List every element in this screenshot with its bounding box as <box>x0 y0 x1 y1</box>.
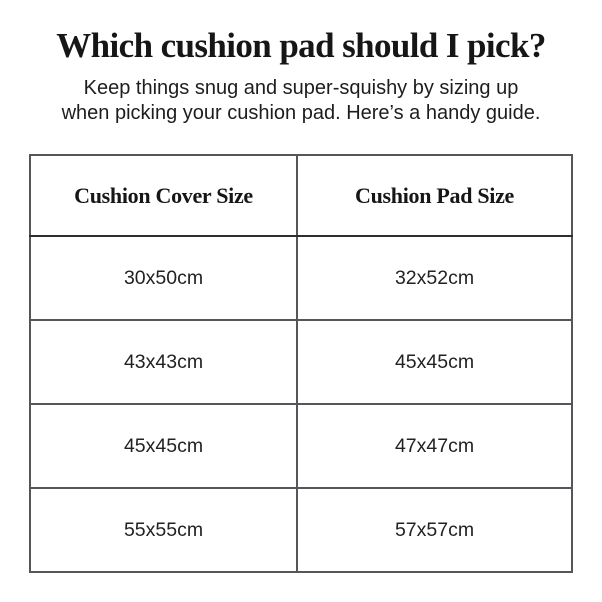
table-row: 55x55cm 57x57cm <box>29 487 573 573</box>
pad-size-cell: 47x47cm <box>296 403 573 489</box>
page-title: Which cushion pad should I pick? <box>56 26 546 65</box>
header-cell-cushion-pad-size: Cushion Pad Size <box>296 154 573 237</box>
subtitle-line-2: when picking your cushion pad. Here’s a … <box>61 102 541 125</box>
cover-size-cell: 43x43cm <box>29 319 298 405</box>
pad-size-cell: 45x45cm <box>296 319 573 405</box>
table-row: 30x50cm 32x52cm <box>29 235 573 321</box>
size-guide-table: Cushion Cover Size Cushion Pad Size 30x5… <box>29 154 573 573</box>
header-cell-cushion-cover-size: Cushion Cover Size <box>29 154 298 237</box>
pad-size-cell: 57x57cm <box>296 487 573 573</box>
pad-size-cell: 32x52cm <box>296 235 573 321</box>
table-row: 43x43cm 45x45cm <box>29 319 573 405</box>
subtitle-line-1: Keep things snug and super-squishy by si… <box>83 77 519 100</box>
table-header-row: Cushion Cover Size Cushion Pad Size <box>29 154 573 237</box>
cover-size-cell: 30x50cm <box>29 235 298 321</box>
table-row: 45x45cm 47x47cm <box>29 403 573 489</box>
cover-size-cell: 45x45cm <box>29 403 298 489</box>
page-subtitle: Keep things snug and super-squishy by si… <box>10 76 592 126</box>
cover-size-cell: 55x55cm <box>29 487 298 573</box>
